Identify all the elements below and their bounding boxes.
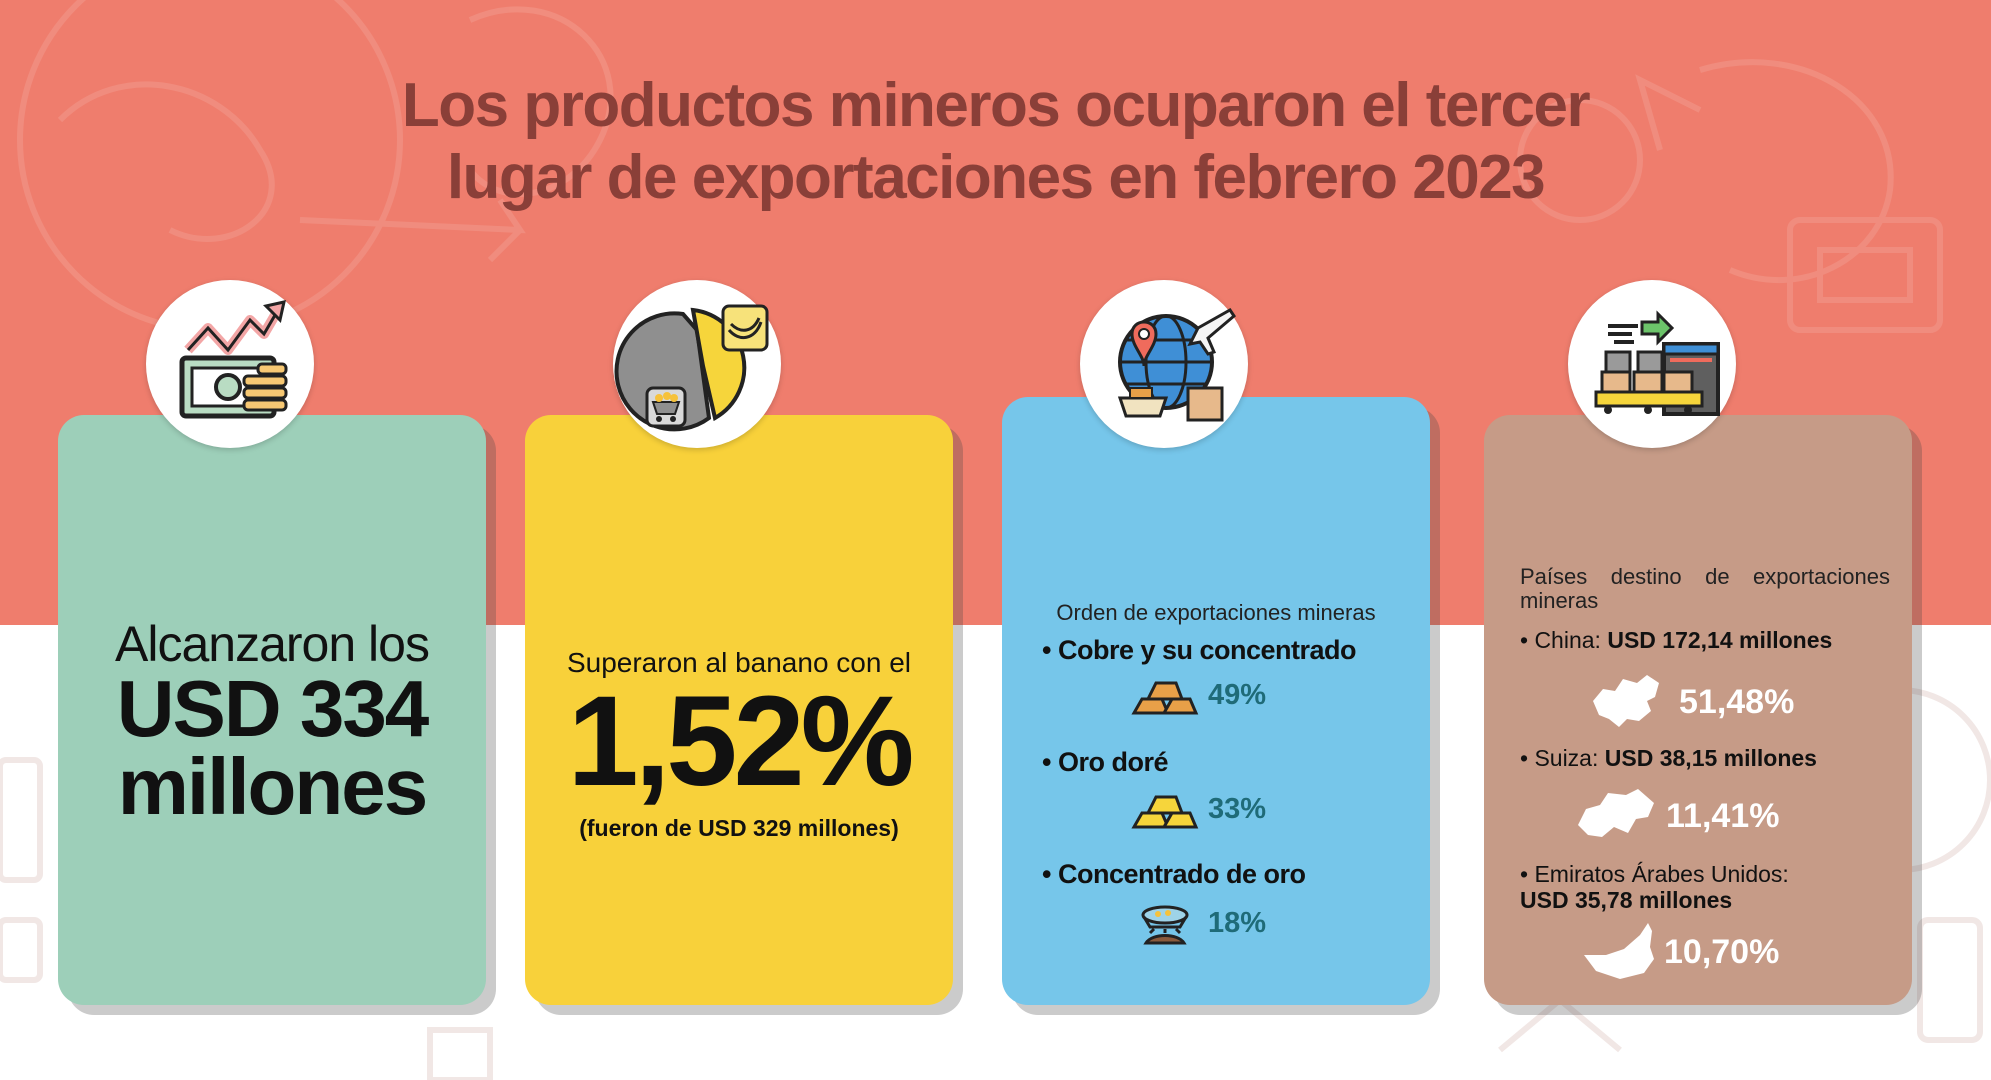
card2-icon-circle [613, 280, 781, 448]
card-banana-comparison: Superaron al banano con el 1,52% (fueron… [525, 415, 953, 1005]
country-name: • China: [1520, 627, 1601, 653]
card3-item-percent: 49% [1208, 679, 1267, 711]
card1-amount-value: USD 334 [116, 664, 430, 753]
card-total-exports: Alcanzaron los USD 334 millones [58, 415, 486, 1005]
card3-item-label: • Concentrado de oro [1042, 859, 1306, 889]
card2-percent: 1,52% [567, 670, 915, 813]
card1-amount: USD 334 millones [58, 664, 486, 831]
card3-item-percent: 33% [1208, 793, 1267, 825]
card1-amount-unit: millones [117, 742, 429, 831]
card3-item-percent-row: 49% [1130, 675, 1330, 717]
card4-heading: Países destino de exportaciones mineras [1520, 564, 1890, 613]
card3-item-percent-row: 33% [1130, 789, 1330, 831]
card1-intro-text: Alcanzaron los [115, 616, 430, 672]
country-line: • Suiza: USD 38,15 millones [1520, 745, 1817, 772]
country-line: • Emiratos Árabes Unidos: USD 35,78 mill… [1520, 861, 1789, 913]
card3-heading: Orden de exportaciones mineras [1056, 600, 1376, 625]
country-amount: USD 172,14 millones [1607, 627, 1833, 653]
pie-banana-mining-icon [614, 304, 769, 432]
title-line-1: Los productos mineros ocuparon el tercer [401, 71, 1591, 140]
money-growth-icon [179, 300, 288, 419]
warehouse-logistics-icon [1594, 310, 1720, 416]
copper-bars-icon [1131, 681, 1199, 715]
country-line: • China: USD 172,14 millones [1520, 627, 1832, 654]
country-percent-row: 11,41% [1574, 785, 1834, 849]
card4-icon-circle [1568, 280, 1736, 448]
china-map-icon [1593, 675, 1659, 727]
page-title: Los productos mineros ocuparon el tercer… [0, 70, 1991, 214]
card1-icon-circle [146, 280, 314, 448]
card-destination-countries: Países destino de exportaciones mineras … [1484, 415, 1912, 1005]
global-trade-icon [1117, 308, 1236, 422]
card2-note: (fueron de USD 329 millones) [579, 815, 899, 841]
country-amount: USD 38,15 millones [1604, 745, 1817, 771]
card2-intro-text: Superaron al banano con el [566, 647, 912, 678]
country-amount: USD 35,78 millones [1520, 887, 1733, 913]
country-percent-row: 10,70% [1580, 921, 1840, 985]
card3-item-label: • Oro doré [1042, 747, 1168, 777]
country-percent: 11,41% [1666, 797, 1780, 835]
uae-map-icon [1584, 923, 1654, 979]
card3-icon-circle [1080, 280, 1248, 448]
title-line-2: lugar de exportaciones en febrero 2023 [446, 143, 1546, 212]
card3-item-percent-row: 18% [1130, 903, 1330, 945]
country-percent: 51,48% [1679, 683, 1795, 721]
gold-pan-icon [1141, 905, 1189, 945]
country-percent: 10,70% [1664, 933, 1780, 971]
country-name: • Suiza: [1520, 745, 1599, 771]
gold-bars-icon [1131, 795, 1199, 829]
card3-item-percent: 18% [1208, 907, 1267, 939]
country-percent-row: 51,48% [1589, 671, 1849, 735]
card3-item-label: • Cobre y su concentrado [1042, 635, 1357, 665]
country-name: • Emiratos Árabes Unidos: [1520, 861, 1789, 887]
card-export-order: Orden de exportaciones mineras • Cobre y… [1002, 397, 1430, 1005]
switzerland-map-icon [1578, 789, 1654, 837]
